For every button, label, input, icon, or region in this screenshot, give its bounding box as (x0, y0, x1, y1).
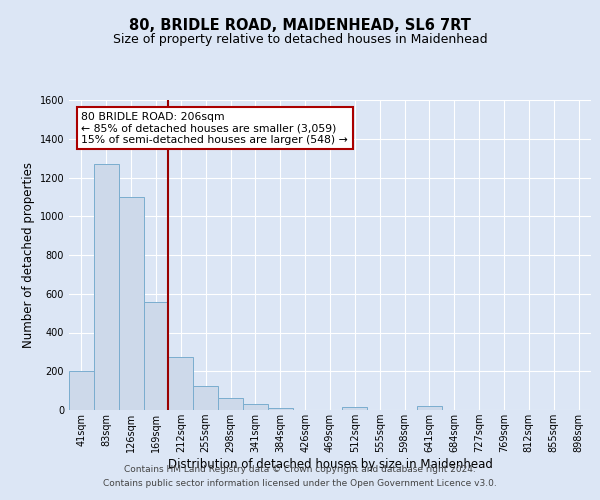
Bar (94, 164, 119, 410)
Text: 80, BRIDLE ROAD, MAIDENHEAD, SL6 7RT: 80, BRIDLE ROAD, MAIDENHEAD, SL6 7RT (129, 18, 471, 32)
Text: 80 BRIDLE ROAD: 206sqm
← 85% of detached houses are smaller (3,059)
15% of semi-: 80 BRIDLE ROAD: 206sqm ← 85% of detached… (82, 112, 348, 145)
Bar (343, 407, 367, 410)
X-axis label: Distribution of detached houses by size in Maidenhead: Distribution of detached houses by size … (167, 458, 493, 471)
Bar (243, 404, 268, 410)
Bar (143, 302, 169, 410)
Y-axis label: Number of detached properties: Number of detached properties (22, 162, 35, 348)
Bar (268, 408, 293, 410)
Bar (417, 406, 442, 410)
Bar (69, 371, 94, 410)
Text: Size of property relative to detached houses in Maidenhead: Size of property relative to detached ho… (113, 32, 487, 46)
Bar (193, 386, 218, 410)
Text: Contains HM Land Registry data © Crown copyright and database right 2024.
Contai: Contains HM Land Registry data © Crown c… (103, 466, 497, 487)
Bar (169, 356, 193, 410)
Bar (218, 398, 243, 410)
Bar (119, 197, 143, 410)
